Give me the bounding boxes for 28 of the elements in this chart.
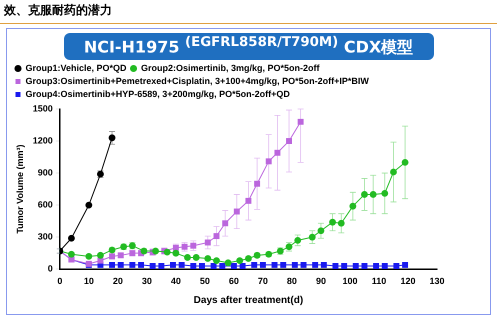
y-tick-label: 300 (38, 232, 53, 242)
x-tick-label: 10 (84, 276, 94, 286)
x-tick-label: 60 (228, 276, 239, 286)
legend-label: Group1:Vehicle, PO*QD (26, 63, 128, 74)
text: 效、克服耐药的潜力 (2, 2, 113, 19)
x-axis-title: Days after treatment(d) (194, 295, 304, 306)
legend-label: Group3:Osimertinib+Pemetrexed+Cisplatin, 3+100+4mg/kg, PO*5on-2off+IP*BIW (26, 76, 370, 86)
x-tick-label: 50 (200, 276, 210, 286)
y-tick-label: 0 (48, 264, 53, 274)
x-tick-label: 70 (258, 276, 268, 286)
x-tick-label: 80 (286, 276, 297, 286)
x-tick-label: 110 (372, 276, 386, 286)
x-tick-label: 20 (112, 276, 123, 286)
y-axis-title: Tumor Volume (mm³) (14, 144, 25, 234)
x-tick-label: 130 (429, 276, 445, 286)
chart-title: NCI-H1975 $^{(EGFRL858R/T790M)}$ CDX模型 (64, 33, 434, 60)
y-tick-label: 1500 (32, 104, 53, 114)
legend-label: Group2:Osimertinib, 3mg/kg, PO*5on-2off (141, 63, 321, 74)
y-tick-label: 1200 (32, 136, 53, 146)
x-tick-label: 30 (142, 276, 152, 286)
x-tick-label: 120 (400, 276, 416, 286)
legend-label: Group4:Osimertinib+HYP-6589, 3+200mg/kg, PO*5on-2off+QD (26, 89, 290, 100)
x-tick-label: 0 (57, 276, 62, 286)
y-tick-label: 600 (38, 200, 53, 210)
x-tick-label: 90 (316, 276, 326, 286)
x-tick-label: 40 (170, 276, 181, 286)
y-tick-label: 900 (38, 168, 53, 178)
x-tick-label: 100 (342, 276, 358, 286)
